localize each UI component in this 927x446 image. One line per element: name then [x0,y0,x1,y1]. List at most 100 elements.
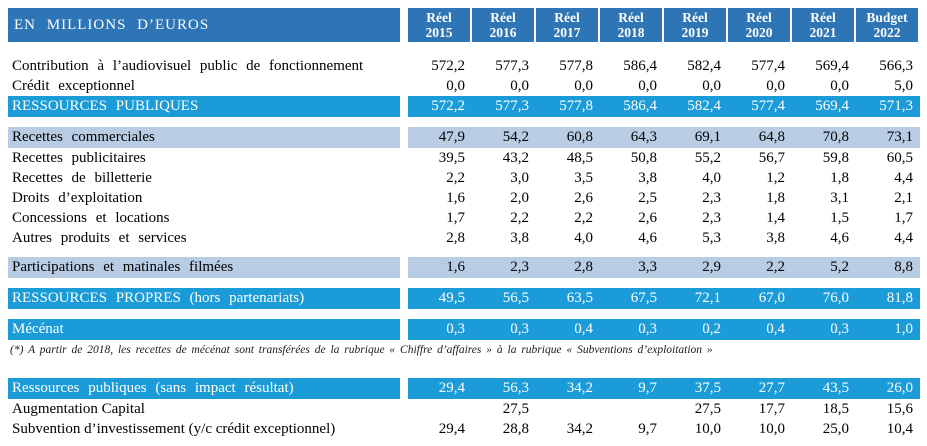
row-values: 1,6 2,0 2,6 2,5 2,3 1,8 3,1 2,1 [408,188,920,208]
value-cell: 1,0 [894,321,913,337]
value-cell: 1,5 [830,210,849,226]
value-cell: 0,2 [702,321,721,337]
column-header-line1: Budget [866,10,908,25]
value-cell: 2,5 [638,190,657,206]
column-header-2017: Réel 2017 [536,8,598,42]
row-values: 2,8 3,8 4,0 4,6 5,3 3,8 4,6 4,4 [408,228,920,248]
value-cell: 4,6 [638,230,657,246]
row-label: Droits d’exploitation [12,190,143,206]
column-header-line1: Réel [746,10,772,25]
column-header-line2: 2022 [873,25,901,40]
value-cell: 5,2 [830,259,849,275]
row-values: 0,3 0,3 0,4 0,3 0,2 0,4 0,3 1,0 [408,319,920,340]
row-values: 0,0 0,0 0,0 0,0 0,0 0,0 0,0 5,0 [408,76,920,96]
value-cell: 3,8 [766,230,785,246]
value-cell: 10,4 [886,421,913,437]
row-values: 572,2 577,3 577,8 586,4 582,4 577,4 569,4 566,3 [408,56,920,76]
row-label: Participations et matinales filmées [8,257,400,278]
value-cell: 2,3 [702,190,721,206]
row-label: Recettes publicitaires [12,150,146,166]
row-values: 27,5 27,5 17,7 18,5 15,6 [408,399,920,419]
value-cell: 569,4 [815,58,849,74]
value-cell: 0,0 [830,78,849,94]
value-cell: 29,4 [438,380,465,396]
row-label: Ressources publiques (sans impact résult… [8,378,400,399]
value-cell: 577,4 [751,98,785,114]
column-header-line1: Réel [682,10,708,25]
column-header-line2: 2015 [425,25,453,40]
table-title: EN MILLIONS D’EUROS [8,8,400,42]
table-row: Concessions et locations 1,7 2,2 2,2 2,6 2,3 1… [8,208,927,228]
value-cell: 10,0 [694,421,721,437]
value-cell: 2,3 [510,259,529,275]
column-header-line2: 2019 [681,25,709,40]
footnote: (*) A partir de 2018, les recettes de mé… [10,344,713,356]
value-cell: 27,5 [694,401,721,417]
value-cell: 59,8 [822,150,849,166]
column-header-2021: Réel 2021 [792,8,854,42]
value-cell: 37,5 [694,380,721,396]
table-row: Recettes publicitaires 39,5 43,2 48,5 50,8 55… [8,148,927,168]
value-cell: 8,8 [894,259,913,275]
table-row: Contribution à l’audiovisuel public de f… [8,56,927,76]
row-label: Concessions et locations [12,210,170,226]
row-values: 2,2 3,0 3,5 3,8 4,0 1,2 1,8 4,4 [408,168,920,188]
column-header-2022: Budget 2022 [856,8,918,42]
column-header-line1: Réel [426,10,452,25]
value-cell: 569,4 [815,98,849,114]
value-cell: 0,0 [638,78,657,94]
row-label: Recettes commerciales [8,127,400,148]
value-cell: 56,7 [758,150,785,166]
section-mecenat: Mécénat 0,3 0,3 0,4 0,3 0,2 0,4 0,3 1,0 [8,319,927,340]
value-cell: 69,1 [694,129,721,145]
table-row: Mécénat 0,3 0,3 0,4 0,3 0,2 0,4 0,3 1,0 [8,319,927,340]
value-cell: 2,1 [894,190,913,206]
section-ressources-propres: RESSOURCES PROPRES (hors partenariats) 49… [8,288,927,309]
value-cell: 1,7 [894,210,913,226]
value-cell: 43,2 [502,150,529,166]
value-cell: 15,6 [886,401,913,417]
column-header-line1: Réel [554,10,580,25]
table-row: Recettes de billetterie 2,2 3,0 3,5 3,8 4,0 1,… [8,168,927,188]
value-cell: 577,4 [751,58,785,74]
value-cell: 572,2 [431,58,465,74]
value-cell: 572,2 [431,98,465,114]
value-cell: 577,3 [495,98,529,114]
value-cell: 3,0 [510,170,529,186]
table-body-bottom: Ressources publiques (sans impact résult… [8,378,927,439]
value-cell: 27,7 [758,380,785,396]
value-cell: 0,4 [574,321,593,337]
table-row: Droits d’exploitation 1,6 2,0 2,6 2,5 2,3 1,8 3… [8,188,927,208]
value-cell: 67,0 [758,290,785,306]
row-values: 39,5 43,2 48,5 50,8 55,2 56,7 59,8 60,5 [408,148,920,168]
value-cell: 18,5 [822,401,849,417]
value-cell: 27,5 [502,401,529,417]
table-row: RESSOURCES PROPRES (hors partenariats) 49… [8,288,927,309]
value-cell: 48,5 [566,150,593,166]
row-values: 1,6 2,3 2,8 3,3 2,9 2,2 5,2 8,8 [408,257,920,278]
table-row: Recettes commerciales 47,9 54,2 60,8 64,3 69,… [8,127,927,148]
value-cell: 17,7 [758,401,785,417]
table-row: Augmentation Capital 27,5 27,5 17,7 18,5 15,6 [8,399,927,419]
row-values: 572,2 577,3 577,8 586,4 582,4 577,4 569,4 571,3 [408,96,920,117]
table-row: RESSOURCES PUBLIQUES 572,2 577,3 577,8 586,4… [8,96,927,117]
row-label: Recettes de billetterie [12,170,152,186]
column-header-line1: Réel [810,10,836,25]
value-cell: 0,0 [446,78,465,94]
value-cell: 1,7 [446,210,465,226]
column-header-line2: 2020 [745,25,773,40]
value-cell: 571,3 [879,98,913,114]
value-cell: 0,0 [766,78,785,94]
value-cell: 1,8 [766,190,785,206]
value-cell: 0,3 [830,321,849,337]
value-cell: 3,1 [830,190,849,206]
value-cell: 81,8 [886,290,913,306]
value-cell: 4,4 [894,170,913,186]
value-cell: 582,4 [687,58,721,74]
value-cell: 577,3 [495,58,529,74]
value-cell: 3,3 [638,259,657,275]
row-label: Contribution à l’audiovisuel public de f… [12,58,364,74]
table-row: Autres produits et services 2,8 3,8 4,0 4,6 5… [8,228,927,248]
value-cell: 39,5 [438,150,465,166]
column-header-line1: Réel [618,10,644,25]
